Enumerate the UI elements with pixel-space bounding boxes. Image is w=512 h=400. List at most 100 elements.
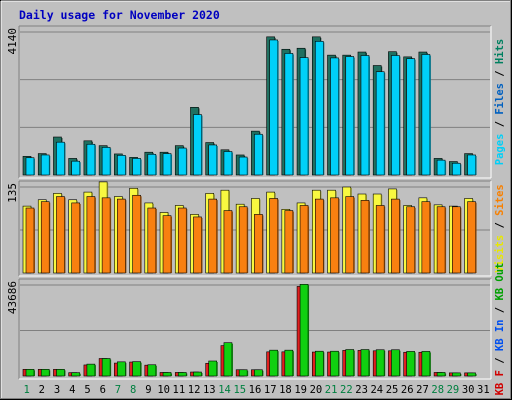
bar-shadow bbox=[308, 206, 310, 273]
bar-shadow bbox=[171, 216, 173, 273]
bar-shadow bbox=[216, 200, 218, 273]
x-tick-label: 14 bbox=[218, 384, 231, 396]
bar-shadow bbox=[475, 373, 477, 376]
bar-shadow bbox=[277, 40, 279, 175]
bar-sites-day-29 bbox=[452, 206, 461, 274]
bar-kb-out-day-17 bbox=[269, 349, 278, 377]
bar-shadow bbox=[338, 198, 340, 273]
bar-shadow bbox=[414, 352, 416, 376]
bar-shadow bbox=[186, 373, 188, 376]
y-max-label: 43686 bbox=[6, 281, 19, 314]
bar-shadow bbox=[460, 164, 462, 175]
x-tick-label: 7 bbox=[115, 384, 121, 396]
bar-shadow bbox=[277, 351, 279, 376]
legend-item-files: Files bbox=[494, 83, 506, 115]
x-axis-day-labels: 1 2 3 4 5 6 7 8 9 10 11 12 13 14 15 16 17 18 19 20 21 22 23 24 2… bbox=[23, 384, 489, 396]
bar-shadow bbox=[155, 365, 157, 376]
bar-sites-day-15 bbox=[238, 206, 248, 274]
bar-kb-out-day-26 bbox=[406, 351, 415, 377]
bar-sites-day-1 bbox=[25, 207, 35, 274]
bar-sites-day-24 bbox=[375, 205, 385, 274]
bar-shadow bbox=[171, 154, 173, 175]
bar-sites-day-5 bbox=[86, 196, 96, 274]
bar-kb-out-day-11 bbox=[177, 372, 187, 377]
bar-shadow bbox=[231, 152, 233, 175]
bar-pages-day-10 bbox=[162, 153, 172, 176]
bar-pages-day-26 bbox=[406, 58, 415, 176]
legend-item-kb-out: KB Out bbox=[494, 263, 506, 301]
bar-shadow bbox=[399, 200, 401, 273]
bar-sites-day-20 bbox=[314, 198, 324, 274]
bar-shadow bbox=[475, 202, 477, 273]
x-tick-label: 25 bbox=[386, 384, 399, 396]
bar-sites-day-3 bbox=[56, 196, 65, 274]
bar-kb-out-day-7 bbox=[117, 361, 126, 377]
legend-separator: / bbox=[494, 351, 506, 370]
bar-shadow bbox=[353, 350, 355, 376]
bar-shadow bbox=[125, 362, 127, 376]
bar-shadow bbox=[399, 56, 401, 175]
bar-kb-out-day-2 bbox=[40, 369, 50, 377]
x-tick-label: 16 bbox=[249, 384, 262, 396]
x-tick-label: 23 bbox=[355, 384, 368, 396]
bar-pages-day-21 bbox=[330, 57, 339, 176]
bar-shadow bbox=[338, 58, 340, 176]
legend-item-hits: Hits bbox=[494, 39, 506, 64]
x-tick-label: 13 bbox=[203, 384, 216, 396]
legend-separator: / bbox=[494, 64, 506, 83]
bar-sites-day-16 bbox=[254, 214, 263, 274]
bars-bottom bbox=[22, 284, 477, 377]
bar-kb-out-day-8 bbox=[132, 361, 141, 377]
legend-item-kb-in: KB In bbox=[494, 320, 506, 352]
legend-item-visits: Visits bbox=[494, 235, 506, 273]
bar-kb-out-day-22 bbox=[345, 349, 355, 377]
bar-shadow bbox=[323, 200, 325, 273]
x-tick-label: 30 bbox=[462, 384, 475, 396]
bar-sites-day-13 bbox=[208, 198, 218, 274]
bar-kb-out-day-4 bbox=[71, 372, 80, 377]
bar-shadow bbox=[429, 352, 431, 376]
bar-sites-day-11 bbox=[177, 207, 187, 274]
x-tick-label: 24 bbox=[370, 384, 383, 396]
bars-top bbox=[22, 36, 477, 176]
x-tick-label: 18 bbox=[279, 384, 292, 396]
x-tick-label: 15 bbox=[233, 384, 246, 396]
x-tick-label: 21 bbox=[325, 384, 338, 396]
bar-shadow bbox=[475, 155, 477, 175]
bar-shadow bbox=[247, 158, 249, 175]
bar-shadow bbox=[94, 145, 96, 175]
panel-middle: 135 Visits / Sites bbox=[6, 180, 506, 277]
bar-shadow bbox=[201, 217, 203, 273]
bar-shadow bbox=[368, 350, 370, 376]
bar-shadow bbox=[94, 197, 96, 273]
bar-kb-out-day-3 bbox=[56, 369, 65, 377]
x-tick-label: 4 bbox=[69, 384, 75, 396]
bar-pages-day-17 bbox=[269, 39, 278, 176]
bar-pages-day-8 bbox=[132, 158, 141, 176]
bar-kb-out-day-21 bbox=[330, 350, 339, 377]
bar-sites-day-7 bbox=[117, 198, 126, 274]
bar-sites-day-8 bbox=[132, 194, 141, 274]
bar-shadow bbox=[368, 56, 370, 175]
bar-sites-day-18 bbox=[284, 210, 294, 274]
bar-kb-out-day-10 bbox=[162, 372, 172, 377]
bar-kb-out-day-13 bbox=[208, 360, 218, 377]
bar-shadow bbox=[368, 201, 370, 273]
bar-shadow bbox=[247, 370, 249, 376]
bar-shadow bbox=[125, 156, 127, 175]
x-tick-label: 11 bbox=[173, 384, 186, 396]
bar-pages-day-5 bbox=[86, 143, 96, 176]
bar-shadow bbox=[216, 362, 218, 376]
bar-kb-out-day-19 bbox=[299, 284, 309, 377]
bar-sites-day-2 bbox=[40, 201, 50, 274]
bar-shadow bbox=[140, 362, 142, 376]
bar-sites-day-22 bbox=[345, 196, 355, 274]
x-tick-label: 31 bbox=[477, 384, 490, 396]
bar-shadow bbox=[277, 199, 279, 273]
bar-shadow bbox=[125, 200, 127, 273]
bar-shadow bbox=[262, 215, 264, 273]
y-max-label: 4140 bbox=[6, 28, 19, 55]
bar-shadow bbox=[110, 359, 112, 376]
x-tick-label: 12 bbox=[188, 384, 201, 396]
